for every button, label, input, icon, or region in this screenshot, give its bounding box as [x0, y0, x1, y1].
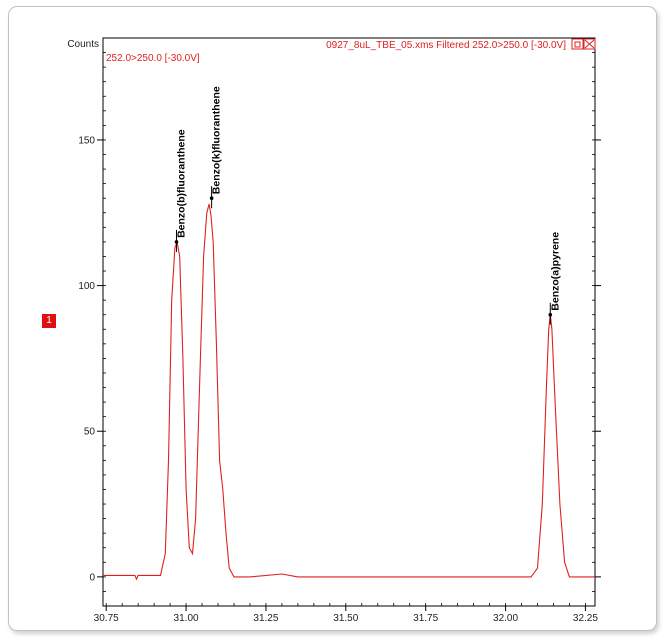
y-tick-label: 150 — [78, 135, 95, 146]
file-label: 0927_8uL_TBE_05.xms Filtered 252.0>250.0… — [326, 40, 566, 51]
x-tick-label: 30.75 — [94, 613, 119, 624]
plot-frame — [102, 37, 596, 607]
x-axis: 30.75 31.00 31.25 31.50 31.75 32.00 32.25 — [94, 606, 598, 624]
chart-panel — [8, 6, 657, 631]
peak-apex-dot — [548, 312, 553, 317]
peak-apex-dot — [209, 196, 214, 201]
y-tick-label: 0 — [89, 572, 95, 583]
peak-label: Benzo(k)fluoranthene — [211, 86, 223, 194]
minor-tick-group — [103, 52, 595, 606]
x-tick-label: 32.25 — [573, 613, 598, 624]
y-tick-label: 100 — [78, 281, 95, 292]
x-tick-label: 31.75 — [413, 613, 438, 624]
chromatogram-trace — [103, 203, 595, 581]
close-icon[interactable] — [583, 38, 596, 50]
x-tick-label: 31.25 — [253, 613, 278, 624]
trace-label: 252.0>250.0 [-30.0V] — [106, 53, 200, 64]
peak-label: Benzo(b)fluoranthene — [175, 129, 187, 238]
peak-label: Benzo(a)pyrene — [549, 232, 561, 311]
restore-icon[interactable] — [571, 38, 584, 50]
x-tick-label: 32.00 — [493, 613, 518, 624]
trace-number-badge[interactable]: 1 — [42, 314, 56, 328]
peak-apex-dot — [174, 240, 179, 244]
peak-annotations: Benzo(b)fluoranthene Benzo(k)fluoranthene… — [174, 86, 561, 325]
x-tick-label: 31.50 — [333, 613, 358, 624]
y-tick-label: 50 — [84, 427, 96, 438]
x-tick-label: 31.00 — [174, 613, 199, 624]
y-axis-label: Counts — [67, 39, 99, 50]
y-axis: 0 50 100 150 — [78, 135, 601, 583]
